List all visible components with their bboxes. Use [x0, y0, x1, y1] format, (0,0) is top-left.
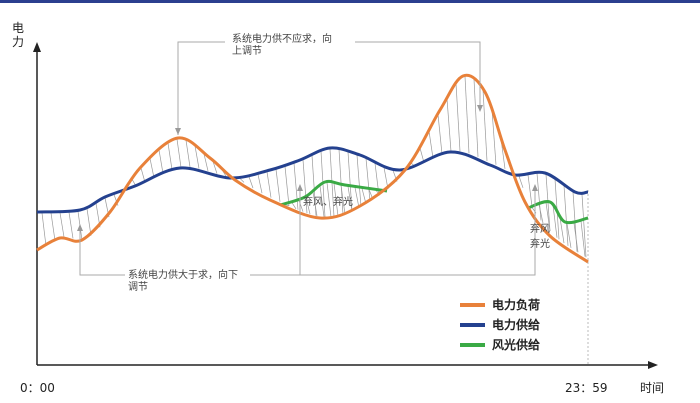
hatch-line: [419, 147, 425, 163]
legend-label: 风光供给: [492, 337, 540, 352]
y-label-1: 电力: [12, 21, 24, 49]
hatch-line: [428, 131, 434, 159]
x-arrow: [648, 361, 658, 369]
hatch-line: [59, 212, 65, 238]
hatch-line: [563, 185, 569, 246]
hatch-line: [86, 208, 92, 236]
hatch-line: [284, 166, 290, 206]
hatch-line: [356, 154, 362, 207]
hatch-line: [552, 205, 558, 238]
hatch-line: [365, 158, 371, 202]
hatch-line: [248, 176, 254, 189]
hatch-line: [464, 76, 470, 154]
x-end: 23：59: [565, 381, 608, 395]
x-start: 0：00: [20, 381, 55, 395]
hatch-line: [473, 79, 479, 157]
y-arrow: [33, 42, 41, 52]
curtail-right-1: 弃风: [530, 222, 550, 235]
top-note-1: 系统电力供不应求，向: [232, 32, 332, 45]
hatch-line: [482, 89, 488, 162]
hatch-line: [149, 158, 155, 178]
top-note-2: 上调节: [232, 45, 262, 57]
hatch-line: [340, 185, 346, 215]
curtail-middle: 弃风、弃光: [303, 195, 353, 208]
curtail-right-2: 弃光: [530, 237, 550, 250]
hatch-line: [580, 221, 586, 257]
top-bar: [0, 0, 700, 3]
hatch-line: [312, 191, 318, 217]
hatch-line: [347, 186, 353, 212]
bottom-bracket: [79, 188, 536, 276]
top-bracket: [177, 41, 481, 135]
hatch-line: [354, 187, 360, 208]
hatch-line: [545, 202, 551, 232]
hatch-line: [527, 174, 533, 207]
hatch-line: [559, 217, 565, 244]
hatch-line: [140, 167, 146, 183]
arrow: [477, 105, 483, 112]
hatch-line: [291, 202, 297, 210]
legend-label: 电力负荷: [492, 297, 540, 312]
hatch-line: [455, 83, 461, 152]
hatch: [41, 76, 587, 258]
arrow: [532, 184, 538, 191]
hatch-line: [293, 163, 299, 210]
hatch-line: [566, 223, 572, 248]
hatch-line: [275, 169, 281, 202]
hatch-line: [302, 159, 308, 214]
hatch-line: [518, 176, 524, 188]
hatch-line: [338, 149, 344, 215]
load-curve: [36, 73, 589, 264]
hatch-line: [446, 98, 452, 152]
hatch-line: [239, 178, 245, 183]
hatch-line: [305, 197, 311, 215]
hatch-line: [491, 109, 497, 165]
bottom-note-2: 调节: [128, 281, 148, 293]
renewable-curve: [527, 200, 589, 225]
hatch-line: [266, 171, 272, 198]
hatch-line: [203, 153, 209, 172]
hatch-line: [41, 212, 47, 247]
hatch-line: [158, 149, 164, 174]
hatch-line: [573, 223, 579, 253]
bottom-note-1: 系统电力供大于求，向下: [128, 268, 238, 281]
hatch-line: [319, 185, 325, 218]
arrow: [175, 128, 181, 135]
hatch-line: [383, 167, 389, 190]
hatch-line: [167, 143, 173, 170]
hatch-line: [176, 139, 182, 168]
hatch-line: [347, 151, 353, 212]
renewable-curve: [279, 179, 388, 207]
x-label: 时间: [640, 381, 664, 395]
hatch-line: [536, 173, 542, 221]
arrow: [77, 224, 83, 231]
hatch-line: [194, 145, 200, 169]
hatch-line: [50, 212, 56, 241]
hatch-line: [212, 161, 218, 174]
legend-label: 电力供给: [492, 317, 540, 332]
hatch-line: [581, 194, 587, 258]
hatch-line: [437, 114, 443, 155]
hatch-line: [185, 140, 191, 168]
hatch-line: [257, 174, 263, 194]
hatch-line: [538, 204, 544, 224]
arrow: [297, 184, 303, 191]
hatch-line: [333, 183, 339, 217]
hatch-line: [326, 182, 332, 218]
hatch-line: [68, 212, 74, 239]
